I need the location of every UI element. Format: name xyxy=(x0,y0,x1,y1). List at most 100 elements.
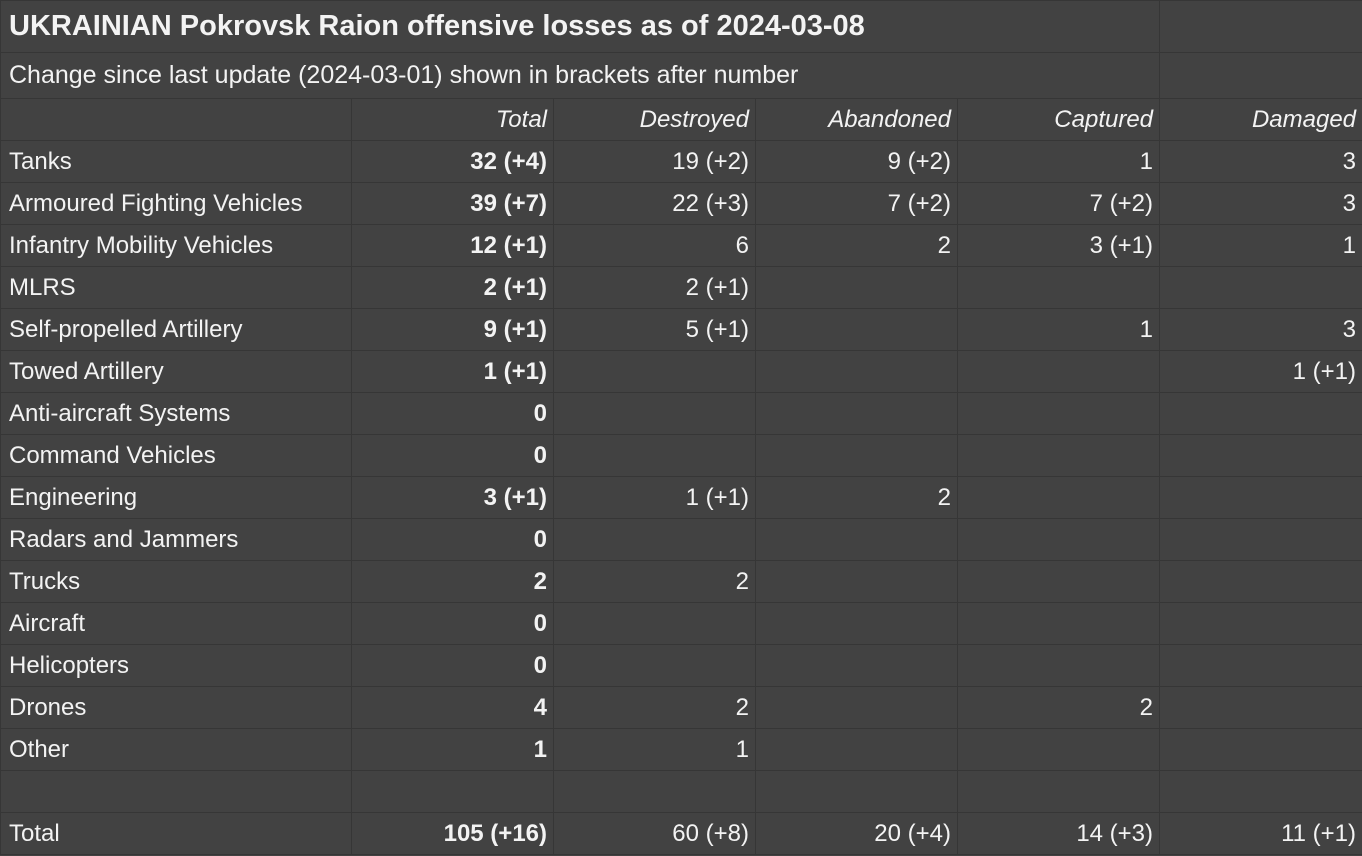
category-cell[interactable]: Engineering xyxy=(0,476,352,519)
value-cell[interactable]: 1 xyxy=(1159,224,1362,267)
value-cell[interactable] xyxy=(1159,392,1362,435)
header-abandoned[interactable]: Abandoned xyxy=(755,98,958,141)
value-cell[interactable] xyxy=(553,770,756,813)
value-cell[interactable] xyxy=(755,308,958,351)
category-cell[interactable]: Command Vehicles xyxy=(0,434,352,477)
value-cell[interactable] xyxy=(553,434,756,477)
value-cell[interactable] xyxy=(956,392,1161,435)
category-cell[interactable]: Radars and Jammers xyxy=(0,518,352,561)
header-captured[interactable]: Captured xyxy=(956,98,1161,141)
value-cell[interactable]: 3 xyxy=(1159,140,1362,183)
value-cell[interactable] xyxy=(351,770,554,813)
category-cell[interactable]: Other xyxy=(0,728,352,771)
sheet-title[interactable]: UKRAINIAN Pokrovsk Raion offensive losse… xyxy=(0,0,1161,53)
category-cell[interactable]: Tanks xyxy=(0,140,352,183)
value-cell[interactable] xyxy=(755,602,958,645)
value-cell[interactable] xyxy=(1159,644,1362,687)
value-cell[interactable]: 2 xyxy=(351,560,554,603)
value-cell[interactable] xyxy=(553,392,756,435)
value-cell[interactable]: 1 xyxy=(956,308,1161,351)
value-cell[interactable]: 20 (+4) xyxy=(755,812,958,855)
value-cell[interactable]: 0 xyxy=(351,644,554,687)
value-cell[interactable]: 1 (+1) xyxy=(351,350,554,393)
value-cell[interactable]: 7 (+2) xyxy=(956,182,1161,225)
value-cell[interactable]: 39 (+7) xyxy=(351,182,554,225)
category-cell[interactable]: Towed Artillery xyxy=(0,350,352,393)
category-cell[interactable] xyxy=(0,770,352,813)
value-cell[interactable]: 1 xyxy=(553,728,756,771)
value-cell[interactable]: 22 (+3) xyxy=(553,182,756,225)
value-cell[interactable] xyxy=(1159,560,1362,603)
value-cell[interactable]: 1 xyxy=(351,728,554,771)
value-cell[interactable]: 7 (+2) xyxy=(755,182,958,225)
value-cell[interactable] xyxy=(553,602,756,645)
value-cell[interactable]: 19 (+2) xyxy=(553,140,756,183)
value-cell[interactable] xyxy=(1159,770,1362,813)
value-cell[interactable]: 5 (+1) xyxy=(553,308,756,351)
value-cell[interactable]: 2 xyxy=(755,224,958,267)
value-cell[interactable]: 9 (+1) xyxy=(351,308,554,351)
value-cell[interactable] xyxy=(755,392,958,435)
value-cell[interactable] xyxy=(956,434,1161,477)
value-cell[interactable] xyxy=(553,644,756,687)
value-cell[interactable]: 2 xyxy=(553,686,756,729)
value-cell[interactable]: 11 (+1) xyxy=(1159,812,1362,855)
category-cell[interactable]: MLRS xyxy=(0,266,352,309)
value-cell[interactable] xyxy=(1159,686,1362,729)
value-cell[interactable]: 32 (+4) xyxy=(351,140,554,183)
value-cell[interactable] xyxy=(755,350,958,393)
header-cell[interactable] xyxy=(0,98,352,141)
category-cell[interactable]: Infantry Mobility Vehicles xyxy=(0,224,352,267)
value-cell[interactable] xyxy=(755,560,958,603)
value-cell[interactable]: 105 (+16) xyxy=(351,812,554,855)
value-cell[interactable]: 0 xyxy=(351,434,554,477)
value-cell[interactable]: 3 (+1) xyxy=(351,476,554,519)
empty-cell[interactable] xyxy=(1159,52,1362,99)
value-cell[interactable] xyxy=(1159,476,1362,519)
value-cell[interactable]: 1 xyxy=(956,140,1161,183)
value-cell[interactable] xyxy=(755,644,958,687)
value-cell[interactable] xyxy=(956,560,1161,603)
category-cell[interactable]: Helicopters xyxy=(0,644,352,687)
header-total[interactable]: Total xyxy=(351,98,554,141)
value-cell[interactable] xyxy=(755,434,958,477)
value-cell[interactable]: 9 (+2) xyxy=(755,140,958,183)
value-cell[interactable] xyxy=(553,518,756,561)
category-cell[interactable]: Armoured Fighting Vehicles xyxy=(0,182,352,225)
value-cell[interactable] xyxy=(1159,434,1362,477)
category-cell[interactable]: Total xyxy=(0,812,352,855)
value-cell[interactable]: 2 (+1) xyxy=(351,266,554,309)
value-cell[interactable] xyxy=(755,770,958,813)
value-cell[interactable]: 12 (+1) xyxy=(351,224,554,267)
category-cell[interactable]: Aircraft xyxy=(0,602,352,645)
value-cell[interactable]: 2 (+1) xyxy=(553,266,756,309)
category-cell[interactable]: Trucks xyxy=(0,560,352,603)
category-cell[interactable]: Drones xyxy=(0,686,352,729)
empty-cell[interactable] xyxy=(1159,0,1362,53)
value-cell[interactable]: 0 xyxy=(351,392,554,435)
value-cell[interactable] xyxy=(956,266,1161,309)
value-cell[interactable] xyxy=(956,728,1161,771)
header-damaged[interactable]: Damaged xyxy=(1159,98,1362,141)
category-cell[interactable]: Anti-aircraft Systems xyxy=(0,392,352,435)
value-cell[interactable]: 0 xyxy=(351,602,554,645)
value-cell[interactable]: 6 xyxy=(553,224,756,267)
value-cell[interactable]: 60 (+8) xyxy=(553,812,756,855)
value-cell[interactable]: 3 xyxy=(1159,308,1362,351)
value-cell[interactable] xyxy=(1159,728,1362,771)
value-cell[interactable] xyxy=(1159,518,1362,561)
value-cell[interactable]: 1 (+1) xyxy=(553,476,756,519)
value-cell[interactable] xyxy=(956,644,1161,687)
value-cell[interactable] xyxy=(956,770,1161,813)
value-cell[interactable]: 3 xyxy=(1159,182,1362,225)
value-cell[interactable] xyxy=(956,350,1161,393)
value-cell[interactable] xyxy=(755,686,958,729)
value-cell[interactable]: 2 xyxy=(755,476,958,519)
value-cell[interactable] xyxy=(956,602,1161,645)
value-cell[interactable]: 1 (+1) xyxy=(1159,350,1362,393)
value-cell[interactable]: 2 xyxy=(553,560,756,603)
value-cell[interactable] xyxy=(956,518,1161,561)
sheet-subtitle[interactable]: Change since last update (2024-03-01) sh… xyxy=(0,52,1161,99)
header-destroyed[interactable]: Destroyed xyxy=(553,98,756,141)
value-cell[interactable] xyxy=(1159,266,1362,309)
